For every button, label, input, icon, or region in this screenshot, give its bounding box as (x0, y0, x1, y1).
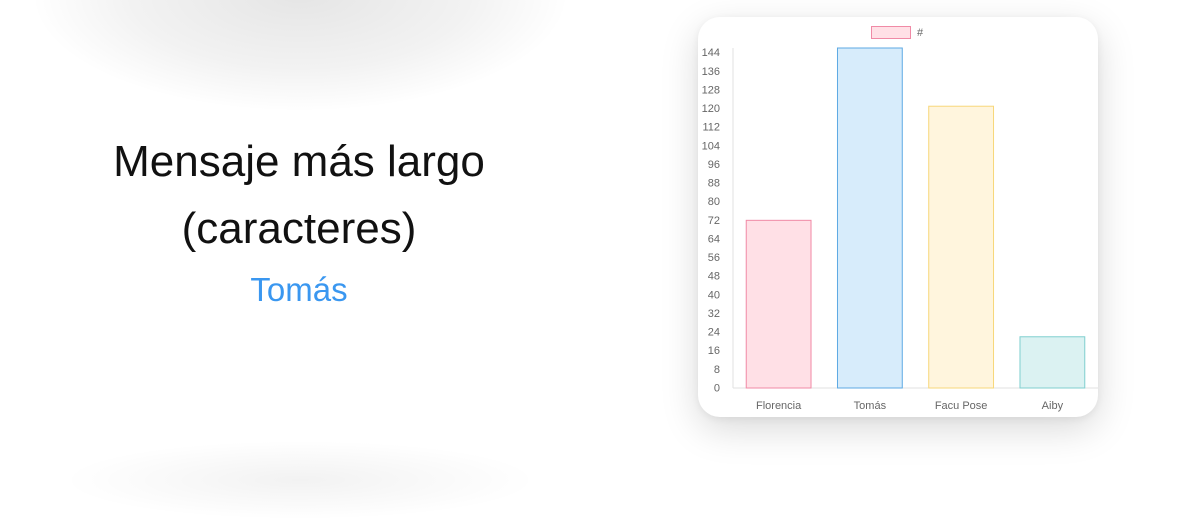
bar-tom-s (836, 47, 903, 389)
y-tick-label: 64 (708, 233, 720, 245)
y-tick-label: 24 (708, 327, 720, 339)
x-tick-label: Florencia (756, 400, 802, 412)
decorative-shadow-bottom (60, 440, 540, 520)
x-tick-label: Tomás (854, 400, 887, 412)
y-tick-label: 136 (702, 66, 720, 78)
y-tick-label: 120 (702, 103, 720, 115)
x-tick-label: Facu Pose (935, 400, 988, 412)
x-tick-label: Aiby (1042, 400, 1064, 412)
y-tick-label: 88 (708, 178, 720, 190)
bar-aiby (1019, 336, 1086, 389)
stat-title-line2: (caracteres) (181, 204, 417, 253)
y-tick-label: 80 (708, 196, 720, 208)
y-tick-label: 56 (708, 252, 720, 264)
y-tick-label: 16 (708, 345, 720, 357)
legend-label: # (917, 27, 924, 39)
y-tick-label: 8 (714, 364, 720, 376)
chart-card: 0 8 16 24 32 40 48 56 64 72 80 88 96 104 112 120 128 136 1… (698, 17, 1098, 417)
bar-chart: 0 8 16 24 32 40 48 56 64 72 80 88 96 104 112 120 128 136 1… (702, 26, 1098, 412)
y-tick-label: 144 (702, 47, 720, 59)
bar-florencia (745, 219, 812, 389)
y-tick-label: 48 (708, 271, 720, 283)
decorative-shadow (35, 0, 565, 110)
y-tick-label: 112 (702, 122, 720, 134)
stat-title-line1: Mensaje más largo (113, 137, 485, 186)
y-tick-label: 104 (702, 140, 720, 152)
y-tick-label: 96 (708, 159, 720, 171)
bar-facu-pose (928, 105, 995, 389)
y-tick-label: 72 (708, 215, 720, 227)
stat-card: Mensaje más largo (caracteres) Tomás (60, 128, 538, 310)
legend-swatch (871, 26, 911, 39)
y-tick-label: 0 (714, 383, 720, 395)
y-tick-label: 40 (708, 289, 720, 301)
stat-winner: Tomás (250, 271, 348, 308)
y-tick-label: 32 (708, 308, 720, 320)
y-tick-label: 128 (702, 84, 720, 96)
